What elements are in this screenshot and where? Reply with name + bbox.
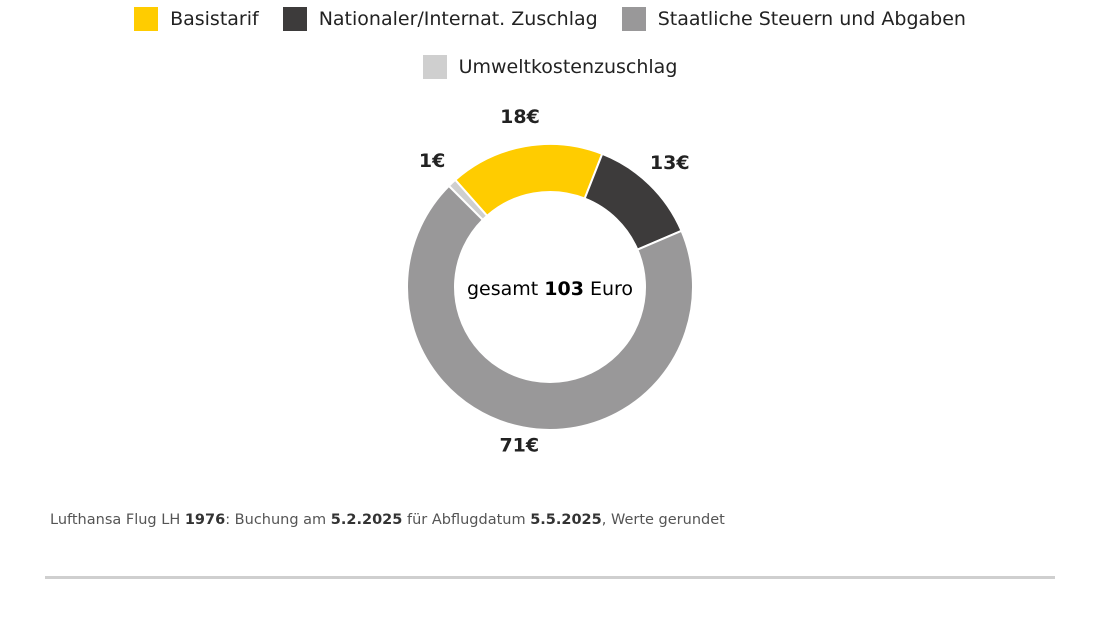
legend-label: Basistarif <box>170 8 259 30</box>
donut-segment <box>447 178 489 222</box>
legend-swatch <box>621 7 646 31</box>
center-suffix: Euro <box>590 278 633 300</box>
note-part: 5.2.2025 <box>330 512 403 528</box>
value-label: 71€ <box>499 435 539 457</box>
legend-label: Umweltkostenzuschlag <box>458 56 678 78</box>
note-part: für Abflugdatum <box>406 512 526 528</box>
note-part: : Buchung am <box>225 512 327 528</box>
legend-swatch <box>422 55 447 79</box>
center-label: gesamt 103 Euro <box>467 278 633 300</box>
legend-swatch <box>282 7 307 31</box>
legend-item: Umweltkostenzuschlag <box>422 52 678 82</box>
legend-item: Nationaler/Internat. Zuschlag <box>282 4 598 34</box>
legend-item: Staatliche Steuern und Abgaben <box>621 4 966 34</box>
value-label: 13€ <box>650 152 690 174</box>
donut-segment <box>406 184 694 431</box>
note-part: , Werte gerundet <box>601 512 725 528</box>
legend-swatch <box>134 7 159 31</box>
note-part: 1976 <box>184 512 226 528</box>
value-label: 1€ <box>419 150 445 172</box>
center-prefix: gesamt <box>467 278 538 300</box>
divider <box>45 576 1055 579</box>
footnote: Lufthansa Flug LH 1976: Buchung am 5.2.2… <box>50 512 725 528</box>
legend-label: Staatliche Steuern und Abgaben <box>657 8 966 30</box>
legend-label: Nationaler/Internat. Zuschlag <box>318 8 598 30</box>
center-total: 103 <box>544 278 584 300</box>
note-part: Lufthansa Flug LH <box>50 512 181 528</box>
note-part: 5.5.2025 <box>530 512 602 528</box>
chart: gesamt 103 Euro 18€ 13€ 71€ 1€ <box>406 106 694 457</box>
legend: Basistarif Nationaler/Internat. Zuschlag S… <box>100 4 1000 82</box>
legend-item: Basistarif <box>134 4 259 34</box>
value-label: 18€ <box>500 106 540 128</box>
